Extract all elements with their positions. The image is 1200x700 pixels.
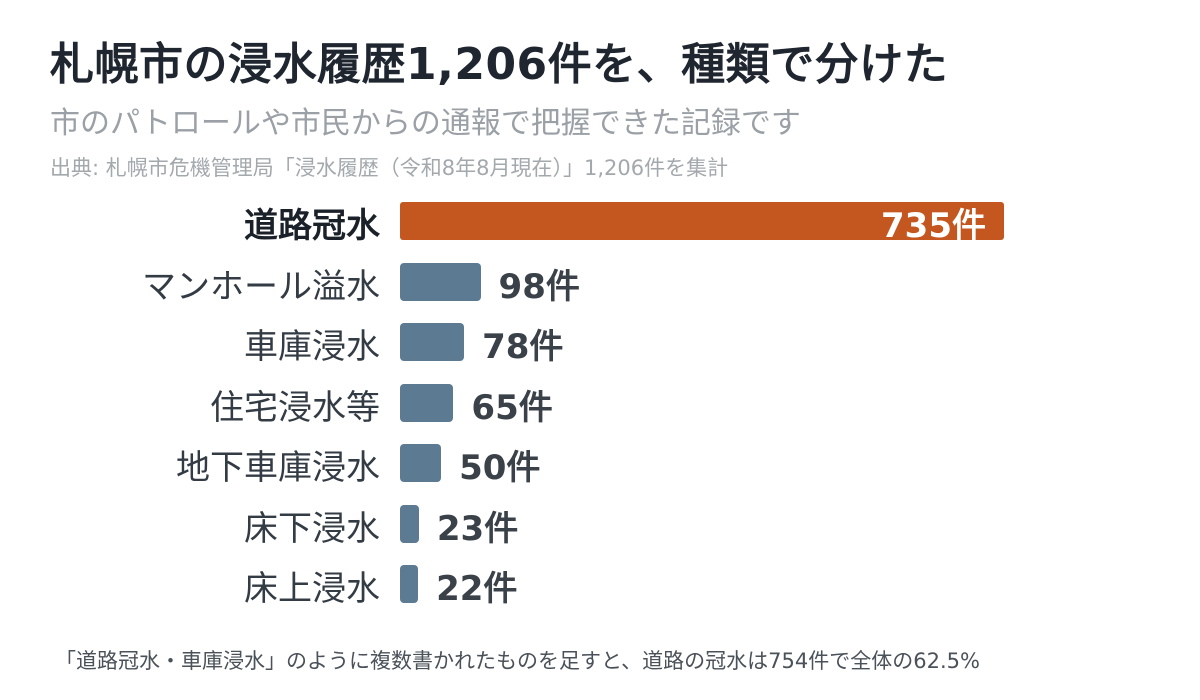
value-label: 50件 bbox=[459, 448, 541, 488]
chart-footnote: 「道路冠水・車庫浸水」のように複数書かれたものを足すと、道路の冠水は754件で全… bbox=[55, 649, 980, 673]
bar bbox=[400, 444, 442, 482]
chart-source: 出典: 札幌市危機管理局「浸水履歴（令和8年8月現在）」1,206件を集計 bbox=[50, 156, 729, 180]
bar-row: 道路冠水 735件 bbox=[0, 190, 1200, 250]
category-label: 住宅浸水等 bbox=[210, 387, 380, 428]
bar-row: マンホール溢水 98件 bbox=[0, 251, 1200, 311]
bar bbox=[400, 202, 1004, 240]
category-label: 地下車庫浸水 bbox=[176, 448, 380, 488]
value-label: 23件 bbox=[436, 508, 519, 549]
chart-subtitle: 市のパトロールや市民からの通報で把握できた記録です bbox=[50, 106, 801, 141]
value-label: 22件 bbox=[436, 569, 518, 609]
bar-row: 地下車庫浸水 50件 bbox=[0, 432, 1200, 492]
category-label: 床下浸水 bbox=[244, 508, 380, 549]
category-label: 道路冠水 bbox=[244, 206, 380, 246]
value-label: 735件 bbox=[881, 206, 986, 246]
value-label: 98件 bbox=[498, 266, 580, 307]
category-label: 車庫浸水 bbox=[244, 327, 380, 367]
bar bbox=[400, 262, 481, 301]
bar-row: 床上浸水 22件 bbox=[0, 553, 1200, 613]
category-label: マンホール溢水 bbox=[142, 266, 380, 307]
bar bbox=[400, 383, 454, 422]
bar bbox=[400, 504, 419, 543]
bar-row: 車庫浸水 78件 bbox=[0, 311, 1200, 371]
bar-row: 住宅浸水等 65件 bbox=[0, 372, 1200, 432]
chart-title: 札幌市の浸水履歴1,206件を、種類で分けた bbox=[50, 39, 949, 90]
bar bbox=[400, 565, 419, 603]
bar bbox=[400, 323, 465, 361]
category-label: 床上浸水 bbox=[244, 569, 380, 609]
bar-chart: 道路冠水 735件マンホール溢水 98件車庫浸水 78件住宅浸水等 65件地下車庫浸水 5… bbox=[0, 190, 1200, 630]
bar-row: 床下浸水 23件 bbox=[0, 493, 1200, 553]
value-label: 78件 bbox=[482, 327, 564, 367]
value-label: 65件 bbox=[471, 387, 553, 428]
